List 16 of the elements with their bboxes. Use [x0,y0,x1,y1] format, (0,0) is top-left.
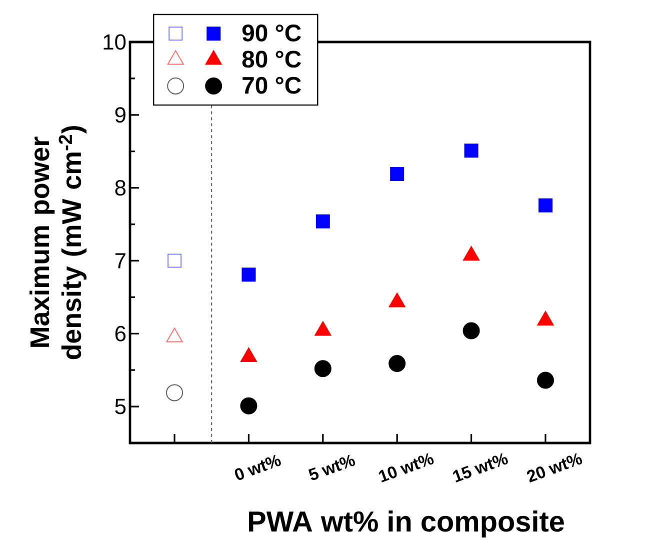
x-tick-label: 15 wt% [452,453,508,482]
legend-label: 70 °C [242,76,301,94]
x-tick-label: 10 wt% [378,453,434,482]
y-axis-title: Maximum power density (mW cm$^{-2}$) [30,126,86,360]
y-tick-label: 6 [115,326,126,342]
y-tick-label: 5 [115,398,126,414]
y-tick-label: 9 [115,107,126,123]
x-tick-label: 0 wt% [234,454,281,480]
x-axis-title: PWA wt% in composite [249,510,564,538]
y-tick-label: 10 [104,34,126,50]
y-tick-label: 8 [115,180,126,196]
y-tick-label: 7 [115,253,126,268]
legend-label: 90 °C [242,24,301,42]
legend-label: 80 °C [242,50,301,68]
x-tick-label: 20 wt% [527,453,582,483]
x-tick-label: 5 wt% [308,454,356,480]
